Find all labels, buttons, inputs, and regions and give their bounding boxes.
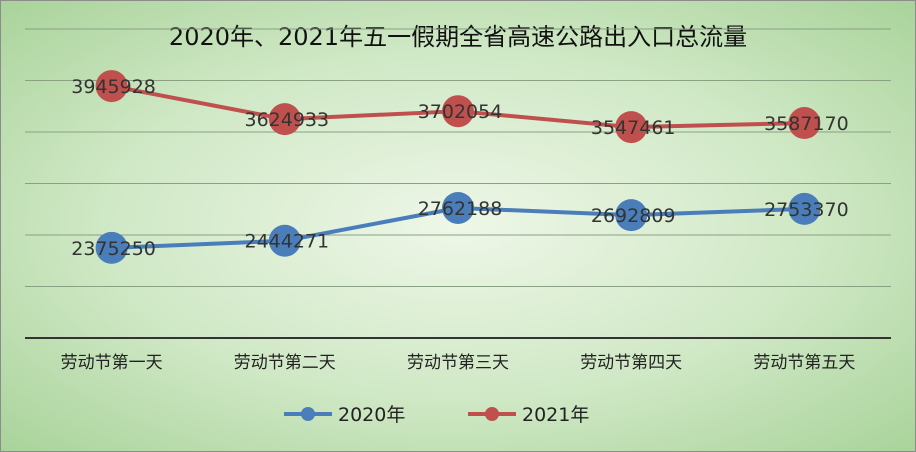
- data-point: [788, 107, 821, 140]
- x-tick-label: 劳动节第四天: [580, 353, 682, 373]
- data-label: 2444271: [244, 231, 329, 253]
- legend-marker: [301, 407, 315, 421]
- data-point: [268, 224, 301, 257]
- data-point: [268, 103, 301, 136]
- series-1: 2375250 2444271 2762188 2692809 2753370: [71, 191, 849, 264]
- legend-marker: [485, 407, 499, 421]
- x-tick-label: 劳动节第一天: [61, 353, 163, 373]
- data-point: [788, 192, 821, 225]
- legend-label: 2021年: [522, 404, 589, 426]
- data-point: [615, 199, 648, 232]
- data-label: 2762188: [418, 198, 503, 220]
- data-label: 3702054: [418, 101, 503, 123]
- x-tick-label: 劳动节第五天: [753, 353, 855, 373]
- data-label: 3624933: [244, 109, 329, 131]
- data-point: [95, 231, 128, 264]
- data-label: 3945928: [71, 76, 156, 98]
- data-label: 2753370: [764, 199, 849, 221]
- data-label: 2375250: [71, 238, 156, 260]
- x-tick-label: 劳动节第二天: [234, 353, 336, 373]
- legend-label: 2020年: [338, 404, 405, 426]
- data-label: 3547461: [591, 117, 676, 139]
- legend-entry: 2021年: [468, 404, 589, 426]
- legend-entry: 2020年: [284, 404, 405, 426]
- x-tick-label: 劳动节第三天: [407, 353, 509, 373]
- chart-title: 2020年、2021年五一假期全省高速公路出入口总流量: [168, 23, 748, 51]
- legend: 2020年 2021年: [284, 404, 589, 426]
- series-layer: 2375250 2444271 2762188 2692809 2753370 39459…: [71, 70, 849, 264]
- x-axis: 劳动节第一天 劳动节第二天 劳动节第三天 劳动节第四天 劳动节第五天: [25, 337, 891, 373]
- data-label: 3587170: [764, 113, 849, 135]
- series-2: 3945928 3624933 3702054 3547461 3587170: [71, 70, 849, 144]
- data-point: [95, 70, 128, 103]
- gridlines: [25, 28, 891, 287]
- data-point: [615, 111, 648, 144]
- data-label: 2692809: [591, 205, 676, 227]
- data-point: [442, 191, 474, 224]
- data-point: [442, 95, 474, 128]
